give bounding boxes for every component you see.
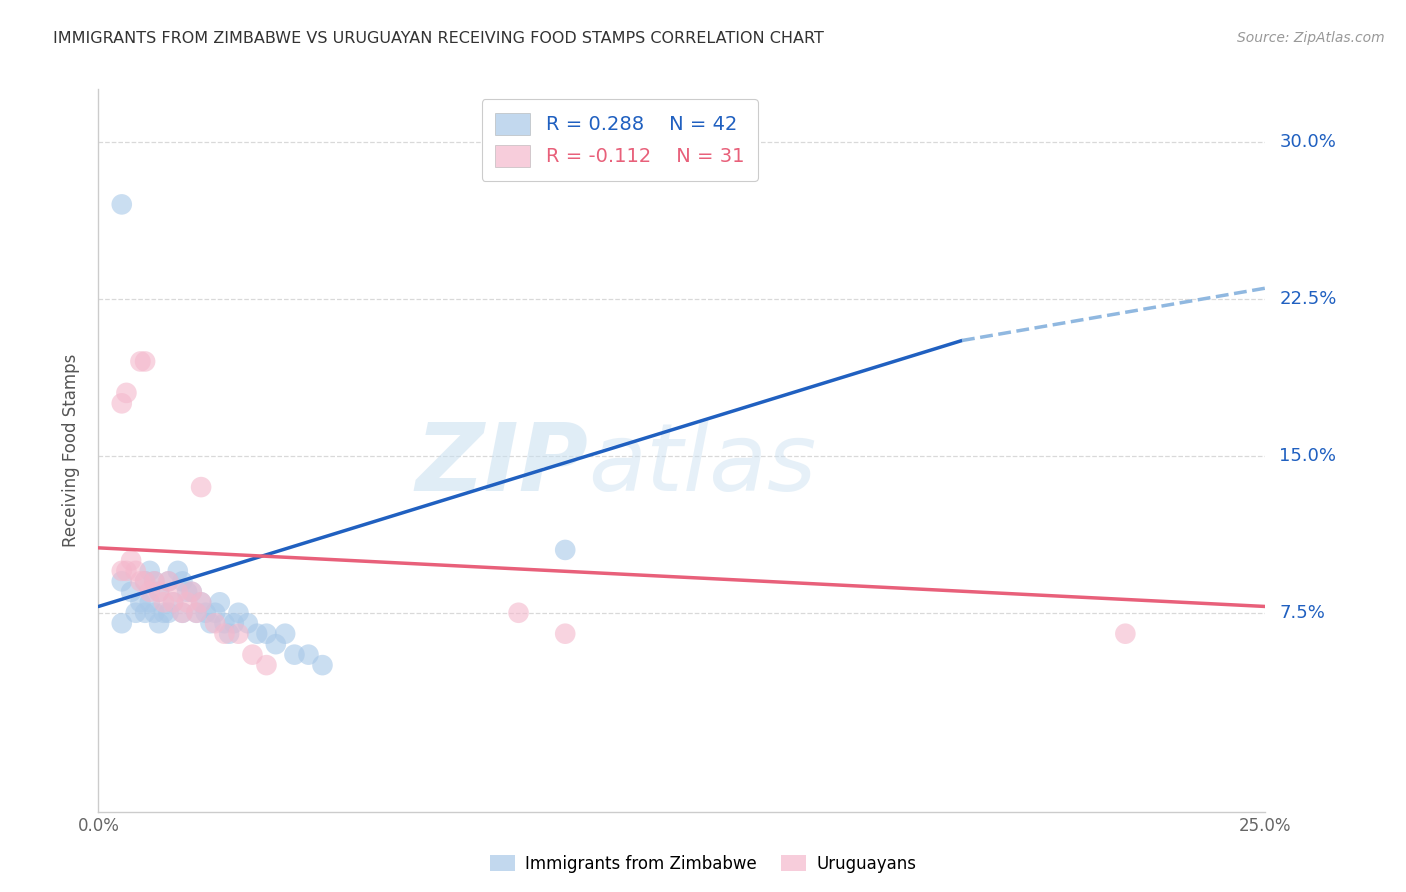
Point — [134, 574, 156, 589]
Point — [134, 354, 156, 368]
Point — [200, 616, 222, 631]
Point — [172, 606, 194, 620]
Point — [214, 616, 236, 631]
Point — [554, 626, 576, 640]
Point — [120, 553, 142, 567]
Point — [157, 606, 180, 620]
Point — [1114, 626, 1136, 640]
Point — [111, 574, 134, 589]
Y-axis label: Receiving Food Stamps: Receiving Food Stamps — [62, 354, 80, 547]
Point — [180, 584, 202, 599]
Point — [208, 595, 231, 609]
Text: 7.5%: 7.5% — [1279, 604, 1326, 622]
Point — [157, 574, 180, 589]
Text: 30.0%: 30.0% — [1279, 133, 1336, 151]
Point — [176, 595, 198, 609]
Text: Source: ZipAtlas.com: Source: ZipAtlas.com — [1237, 31, 1385, 45]
Point — [139, 584, 162, 599]
Legend: Immigrants from Zimbabwe, Uruguayans: Immigrants from Zimbabwe, Uruguayans — [482, 848, 924, 880]
Point — [204, 616, 226, 631]
Point — [222, 616, 245, 631]
Point — [148, 584, 170, 599]
Point — [166, 584, 188, 599]
Point — [236, 616, 259, 631]
Point — [120, 584, 142, 599]
Point — [148, 584, 170, 599]
Point — [186, 606, 208, 620]
Point — [274, 626, 297, 640]
Point — [218, 626, 240, 640]
Point — [129, 595, 152, 609]
Point — [143, 606, 166, 620]
Point — [204, 606, 226, 620]
Point — [190, 595, 212, 609]
Point — [311, 658, 333, 673]
Point — [242, 648, 264, 662]
Point — [157, 574, 180, 589]
Point — [172, 574, 194, 589]
Point — [186, 606, 208, 620]
Point — [129, 574, 152, 589]
Point — [111, 616, 134, 631]
Point — [190, 480, 212, 494]
Point — [256, 626, 278, 640]
Point — [111, 197, 134, 211]
Point — [166, 564, 188, 578]
Point — [554, 543, 576, 558]
Point — [143, 574, 166, 589]
Point — [264, 637, 287, 651]
Point — [162, 595, 184, 609]
Point — [139, 564, 162, 578]
Point — [139, 595, 162, 609]
Text: 15.0%: 15.0% — [1279, 447, 1336, 465]
Point — [152, 606, 174, 620]
Point — [152, 595, 174, 609]
Point — [111, 564, 134, 578]
Legend: R = 0.288    N = 42, R = -0.112    N = 31: R = 0.288 N = 42, R = -0.112 N = 31 — [482, 99, 758, 181]
Point — [228, 626, 250, 640]
Point — [228, 606, 250, 620]
Point — [246, 626, 269, 640]
Point — [172, 606, 194, 620]
Point — [214, 626, 236, 640]
Point — [508, 606, 530, 620]
Point — [162, 595, 184, 609]
Text: IMMIGRANTS FROM ZIMBABWE VS URUGUAYAN RECEIVING FOOD STAMPS CORRELATION CHART: IMMIGRANTS FROM ZIMBABWE VS URUGUAYAN RE… — [53, 31, 824, 46]
Point — [148, 616, 170, 631]
Point — [134, 606, 156, 620]
Point — [190, 595, 212, 609]
Text: 22.5%: 22.5% — [1279, 290, 1337, 308]
Point — [134, 574, 156, 589]
Text: ZIP: ZIP — [416, 419, 589, 511]
Point — [176, 584, 198, 599]
Point — [297, 648, 319, 662]
Point — [256, 658, 278, 673]
Point — [125, 606, 148, 620]
Point — [283, 648, 305, 662]
Point — [111, 396, 134, 410]
Text: atlas: atlas — [589, 419, 817, 510]
Point — [115, 564, 138, 578]
Point — [194, 606, 217, 620]
Point — [180, 584, 202, 599]
Point — [115, 385, 138, 400]
Point — [129, 354, 152, 368]
Point — [143, 574, 166, 589]
Point — [125, 564, 148, 578]
